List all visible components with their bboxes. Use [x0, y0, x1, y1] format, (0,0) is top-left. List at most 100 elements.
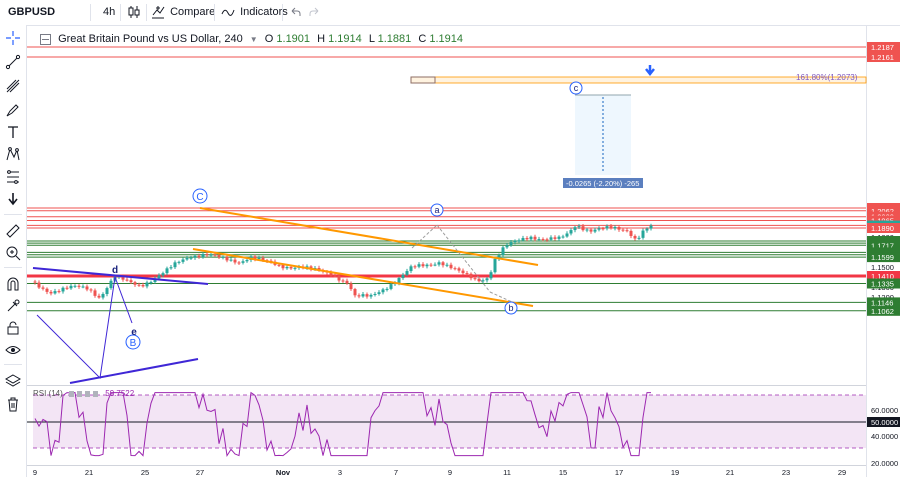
- level-tag: [867, 271, 900, 281]
- candle-body: [601, 228, 605, 230]
- candle-body: [181, 259, 185, 262]
- toolbar-divider: [4, 267, 22, 268]
- candle-body: [345, 280, 349, 284]
- rsi-line: [34, 391, 651, 458]
- legend-collapse-icon[interactable]: [40, 33, 51, 45]
- time-axis[interactable]: 9 21 25 27 Nov 3 7 9 11 15 17 19 21 23 29: [33, 468, 846, 477]
- candle-body: [481, 280, 485, 282]
- price-tick-label: 1.1500: [871, 263, 894, 272]
- candle-body: [525, 238, 529, 240]
- candle-body: [37, 282, 41, 288]
- candle-body: [605, 226, 609, 229]
- rsi-tick-label: 20.0000: [871, 459, 898, 468]
- arrow-down-icon[interactable]: [5, 191, 21, 207]
- legend-title[interactable]: Great Britain Pound vs US Dollar, 240: [58, 33, 243, 45]
- trash-icon[interactable]: [5, 396, 21, 412]
- candle-body: [289, 266, 293, 269]
- candle-body: [49, 291, 53, 294]
- candle-body: [633, 235, 637, 239]
- candle-body: [553, 237, 557, 239]
- interval-button[interactable]: 4h: [103, 0, 115, 25]
- time-tick-label: 25: [141, 468, 149, 477]
- wedge-lower-line[interactable]: [69, 358, 199, 384]
- level-tag: [867, 42, 900, 52]
- pattern-icon[interactable]: [5, 146, 21, 162]
- legend-h-value: 1.1914: [328, 33, 362, 45]
- crosshair-icon[interactable]: [5, 30, 21, 46]
- ruler-icon[interactable]: [5, 223, 21, 239]
- layers-icon[interactable]: [5, 373, 21, 389]
- candle-body: [641, 230, 645, 238]
- candle-body: [369, 294, 373, 297]
- chart-legend: Great Britain Pound vs US Dollar, 240 ▼ …: [40, 33, 463, 45]
- stay-drawing-icon[interactable]: [5, 298, 21, 314]
- candle-body: [213, 254, 217, 256]
- legend-l-label: L: [368, 33, 375, 45]
- legend-o-label: O: [264, 33, 274, 45]
- candle-body: [593, 229, 597, 232]
- toolbar-divider: [146, 4, 147, 21]
- trendline-icon[interactable]: [5, 54, 21, 70]
- level-tag-label: 1.1599: [871, 253, 894, 262]
- level-tag: [867, 240, 900, 251]
- toolbar-divider: [4, 364, 22, 365]
- legend-menu-icon[interactable]: ▼: [249, 35, 258, 44]
- toolbar-divider: [282, 4, 283, 21]
- wedge-upper-line[interactable]: [32, 267, 209, 285]
- candle-body: [573, 227, 577, 231]
- channel-upper-line[interactable]: [199, 207, 539, 266]
- symbol-button[interactable]: GBPUSD: [8, 0, 55, 25]
- candle-body: [229, 259, 233, 261]
- eye-icon[interactable]: [5, 342, 21, 358]
- indicators-button[interactable]: Indicators: [221, 0, 288, 25]
- redo-icon: [309, 7, 319, 17]
- legend-l-value: 1.1881: [377, 33, 412, 45]
- level-tag: [867, 252, 900, 263]
- wave-b-label: b: [508, 303, 513, 313]
- magnet-icon[interactable]: [5, 276, 21, 292]
- candle-body: [105, 288, 109, 295]
- channel-lower-line[interactable]: [192, 248, 534, 307]
- legend-h-label: H: [317, 33, 326, 45]
- candle-body: [461, 270, 465, 274]
- time-tick-label: 9: [33, 468, 37, 477]
- text-icon[interactable]: [5, 124, 21, 140]
- candle-body: [613, 226, 617, 229]
- zoom-in-icon[interactable]: [5, 245, 21, 261]
- brush-icon[interactable]: [5, 102, 21, 118]
- candle-body: [101, 294, 105, 298]
- rsi-title[interactable]: RSI (14): [33, 389, 63, 398]
- rsi-axis: 60.0000 50.0000 40.0000 20.0000: [867, 406, 900, 468]
- down-arrow-marker[interactable]: [645, 65, 655, 77]
- rsi-controls-icon[interactable]: [69, 390, 100, 397]
- compare-button[interactable]: Compare: [151, 0, 215, 25]
- candle-body: [485, 278, 489, 281]
- candle-body: [77, 285, 81, 287]
- wave-a-label: a: [434, 205, 439, 215]
- prediction-icon[interactable]: [5, 169, 21, 185]
- candle-body: [505, 245, 509, 248]
- redo-button[interactable]: [309, 0, 321, 25]
- candle-body: [137, 284, 141, 286]
- pitchfork-icon[interactable]: [5, 78, 21, 94]
- lock-icon[interactable]: [5, 320, 21, 336]
- candle-body: [189, 257, 193, 259]
- candle-body: [261, 257, 265, 261]
- candle-body: [241, 261, 245, 263]
- chart-canvas[interactable]: 161.80%(1.2073) -0.0265 (-2.20%) -265 C …: [27, 26, 900, 477]
- candle-body: [57, 291, 61, 293]
- candle-body: [129, 280, 133, 283]
- fib-extension-anchor[interactable]: [410, 76, 436, 84]
- candle-body: [501, 247, 505, 256]
- candle-body: [253, 256, 257, 260]
- candle-body: [177, 261, 181, 263]
- candle-body: [565, 233, 569, 237]
- candle-body: [521, 238, 525, 241]
- candle-body: [489, 272, 493, 279]
- chart-type-button[interactable]: [127, 0, 141, 25]
- candle-body: [73, 285, 77, 287]
- undo-button[interactable]: [289, 0, 301, 25]
- horizontal-levels: [27, 46, 866, 312]
- candle-body: [341, 280, 345, 282]
- compare-label: Compare: [170, 6, 216, 18]
